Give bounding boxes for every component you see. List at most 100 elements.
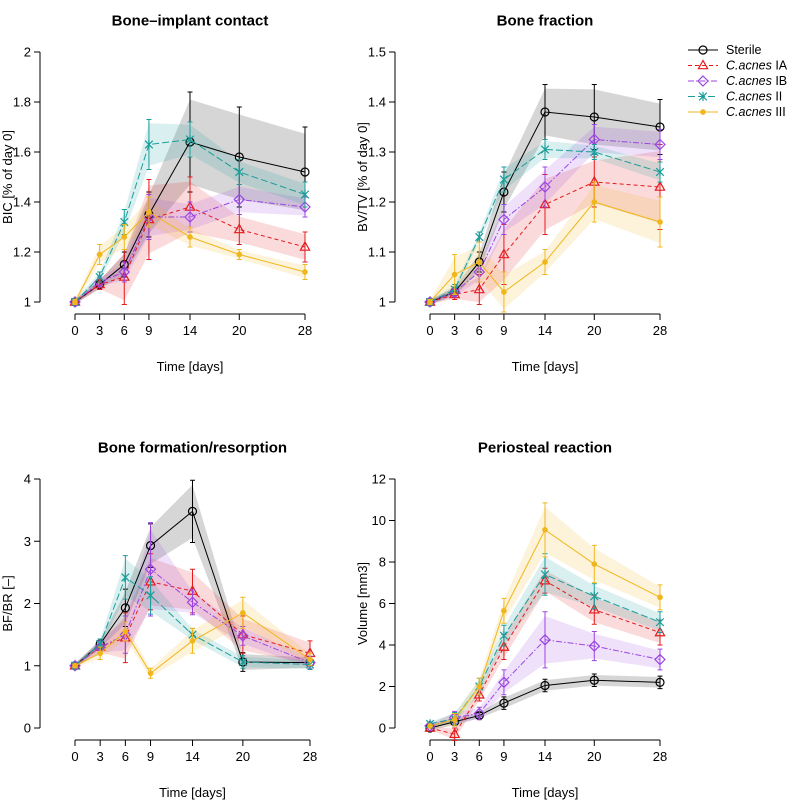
y-tick-label: 1.2 [13,245,31,260]
error-bar [542,166,548,208]
legend-item-c-acnes-ii: C.acnes II [688,90,782,104]
data-point [540,569,550,580]
y-tick-label: 10 [372,513,386,528]
x-axis-label: Time [days] [512,359,579,374]
y-tick-label: 1.4 [13,195,31,210]
legend-item-sterile: Sterile [688,43,761,57]
ribbon-c-acnes-ib [430,616,660,728]
x-tick-label: 9 [500,749,507,764]
x-axis-label: Time [days] [157,359,224,374]
x-tick-label: 0 [426,323,433,338]
data-point [233,193,246,206]
y-tick-label: 2 [24,596,31,611]
x-tick-label: 28 [303,749,317,764]
data-point [72,299,78,305]
data-point [476,683,483,690]
y-tick-label: 2 [24,45,31,60]
data-point [146,590,155,601]
y-tick-label: 4 [24,472,31,487]
data-point [237,630,249,642]
data-point [498,676,510,689]
y-tick-label: 3 [24,534,31,549]
ribbon-c-acnes-ia [75,181,305,305]
panel-title: Bone formation/resorption [98,439,287,456]
error-bar [501,669,507,696]
legend-label: C.acnes III [726,105,786,119]
legend: Sterile C.acnes IAC.acnes IB C.acnes IIC.a… [688,43,788,119]
error-bar [302,231,308,263]
y-tick-label: 1.5 [368,45,386,60]
data-point [147,670,154,677]
data-point [238,657,248,667]
data-point [302,269,308,275]
error-bar [542,611,548,669]
x-tick-label: 0 [71,749,78,764]
y-tick-label: 1.2 [368,195,386,210]
x-tick-label: 0 [71,323,78,338]
panel-title: Bone–implant contact [112,12,269,29]
x-tick-label: 6 [476,323,483,338]
error-bar [501,204,507,235]
x-tick-label: 6 [121,323,128,338]
ribbon-sterile [430,88,660,305]
y-tick-label: 6 [379,596,386,611]
y-axis-label: BIC [% of day 0] [0,130,15,224]
data-point [540,680,550,691]
data-point [539,198,551,209]
y-tick-label: 1.6 [13,145,31,160]
y-tick-label: 1.3 [368,145,386,160]
data-point [589,112,599,122]
data-point [499,174,509,185]
data-point [95,272,104,282]
data-point [189,638,196,644]
ribbon-sterile [75,99,305,305]
data-point [655,677,665,687]
y-tick-label: 4 [379,638,386,653]
legend-marker [698,91,708,102]
data-point [236,251,243,258]
data-point [591,561,598,567]
data-point [184,211,196,223]
data-point [498,213,510,226]
panel-bone-formation-resorption: Bone formation/resorption 0 1 2 3 4 0 3 6 9 14 20 28… [0,439,317,800]
y-tick-label: 12 [372,472,386,487]
data-point [187,234,193,240]
data-point [118,266,131,278]
x-tick-label: 20 [587,749,601,764]
data-point [499,698,509,708]
data-point [654,626,666,637]
data-point [121,572,130,582]
data-point [144,139,154,150]
data-point [473,283,485,294]
y-axis-label: Volume [mm3] [355,562,370,645]
y-tick-label: 0 [24,721,31,736]
series-c-acnes-iii [427,502,663,729]
data-point [427,299,433,305]
y-tick-label: 1.4 [368,95,386,110]
data-point [657,219,663,225]
x-tick-label: 0 [426,749,433,764]
legend-item-c-acnes-ib: C.acnes IB [688,74,787,88]
x-tick-label: 28 [653,323,667,338]
data-point [654,180,666,191]
data-point [300,167,310,177]
x-tick-label: 14 [185,749,199,764]
panel-bone-fraction: Bone fraction 1 1.1 1.2 1.3 1.4 1.5 0 3 6 9 14 20 28 T… [355,12,667,374]
ribbon-c-acnes-iii [430,506,660,728]
legend-label: Sterile [726,43,761,57]
y-tick-label: 0 [379,721,386,736]
data-point [473,707,486,720]
legend-item-c-acnes-ia: C.acnes IA [688,59,788,73]
x-tick-label: 3 [451,323,458,338]
ribbon-c-acnes-ii [430,556,660,726]
data-point [590,147,599,157]
series-c-acnes-iii [72,596,313,679]
error-bar [190,589,195,616]
data-point [655,617,665,627]
data-point [185,134,195,145]
y-tick-label: 1.8 [13,95,31,110]
x-tick-label: 3 [96,323,103,338]
legend-marker [697,59,709,70]
